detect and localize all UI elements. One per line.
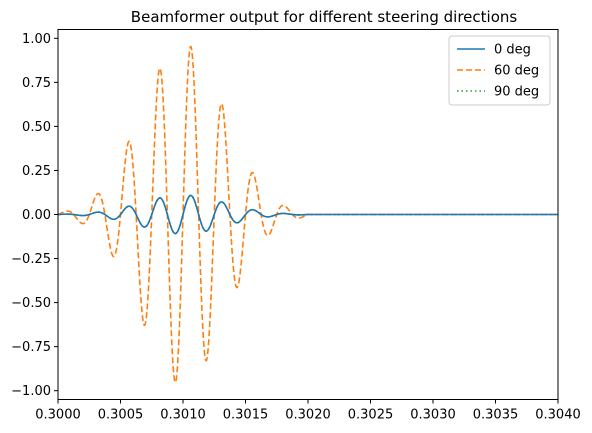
x-tick-label: 0.3010 xyxy=(160,408,206,423)
y-tick-label: 0.25 xyxy=(22,164,51,179)
legend-label: 90 deg xyxy=(494,85,539,100)
x-axis: 0.3000 0.3005 0.3010 0.3015 0.3020 0.3025 0.30… xyxy=(35,399,581,423)
y-axis: 1.00 0.75 0.50 0.25 0.00 −0.25 −0.50 −0.75 −1.00 xyxy=(11,32,58,399)
x-tick-label: 0.3030 xyxy=(410,408,456,423)
x-tick-label: 0.3020 xyxy=(285,408,331,423)
x-tick-label: 0.3015 xyxy=(223,408,269,423)
legend: 0 deg 60 deg 90 deg xyxy=(448,35,551,106)
x-tick-label: 0.3025 xyxy=(348,408,394,423)
x-tick-label: 0.3000 xyxy=(35,408,81,423)
y-tick-label: −0.25 xyxy=(11,252,51,267)
legend-label: 60 deg xyxy=(494,64,539,79)
y-tick-label: 1.00 xyxy=(22,32,51,47)
series-layer xyxy=(57,45,559,384)
y-tick-label: −1.00 xyxy=(11,384,51,399)
chart-title: Beamformer output for different steering… xyxy=(131,8,518,26)
y-tick-label: −0.50 xyxy=(11,296,51,311)
legend-label: 0 deg xyxy=(494,43,531,58)
series-line-0-deg xyxy=(57,194,558,235)
y-tick-label: 0.75 xyxy=(22,76,51,91)
x-tick-label: 0.3005 xyxy=(98,408,144,423)
legend-box xyxy=(448,35,551,106)
y-tick-label: 0.00 xyxy=(22,208,51,223)
y-tick-label: 0.50 xyxy=(22,120,51,135)
y-tick-label: −0.75 xyxy=(11,340,51,355)
x-tick-label: 0.3035 xyxy=(473,408,519,423)
x-tick-label: 0.3040 xyxy=(535,408,581,423)
